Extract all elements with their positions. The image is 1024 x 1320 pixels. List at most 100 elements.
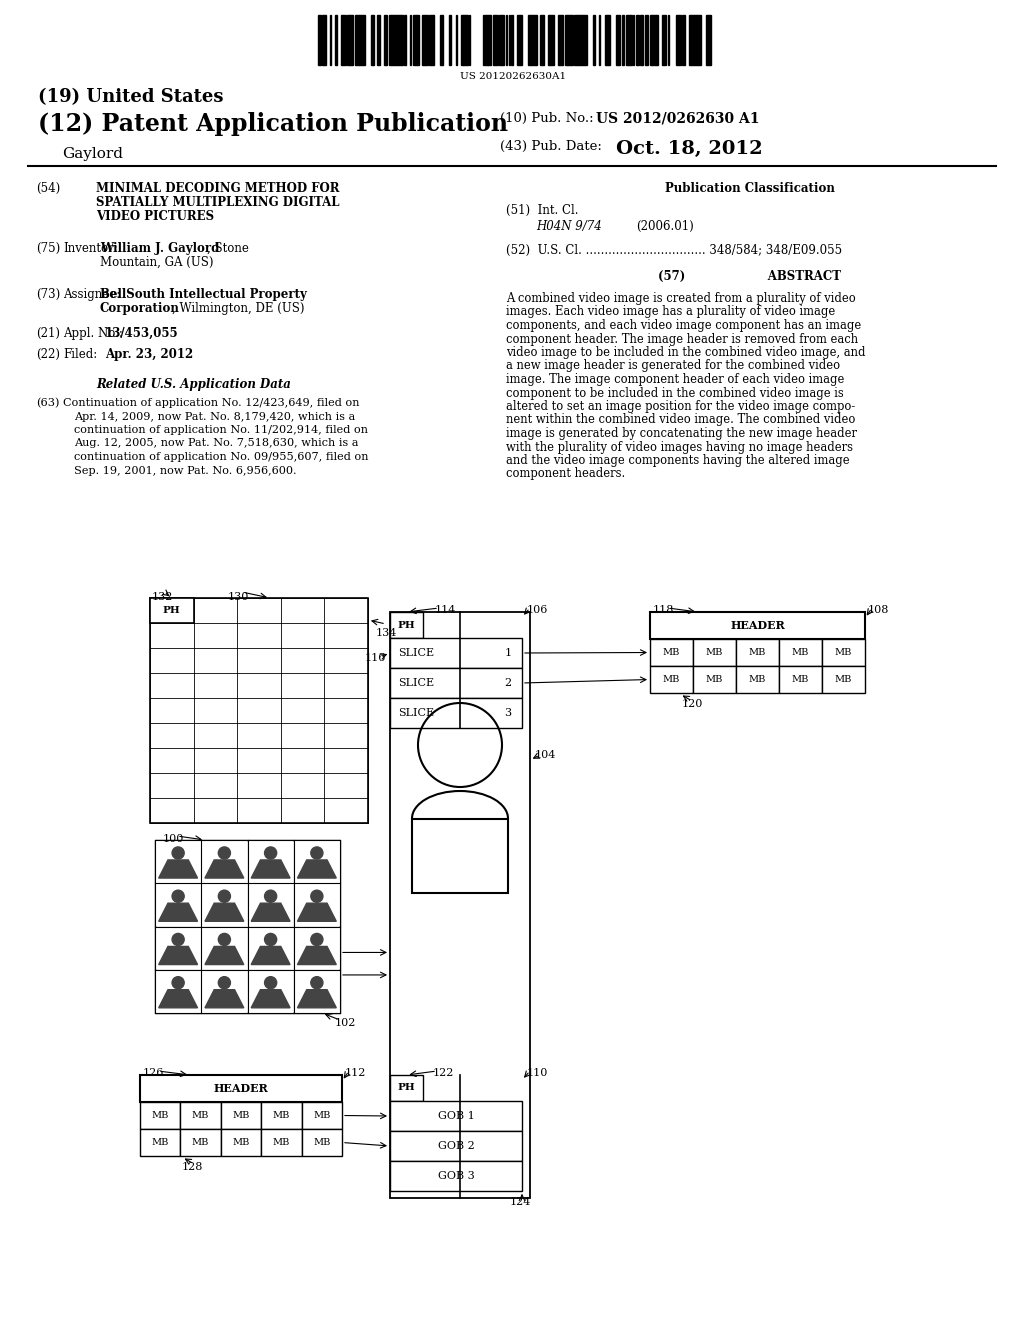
Bar (398, 15, 401, 65)
Bar (488, 15, 490, 65)
Text: Aug. 12, 2005, now Pat. No. 7,518,630, which is a: Aug. 12, 2005, now Pat. No. 7,518,630, w… (74, 438, 358, 449)
Circle shape (218, 890, 230, 903)
Bar (630, 15, 632, 65)
Text: MB: MB (232, 1111, 250, 1119)
Bar (483, 15, 487, 65)
Bar (677, 15, 679, 65)
Circle shape (311, 847, 323, 859)
Text: (52)  U.S. Cl. ................................ 348/584; 348/E09.055: (52) U.S. Cl. ..........................… (506, 244, 842, 257)
Text: BellSouth Intellectual Property: BellSouth Intellectual Property (100, 288, 307, 301)
Text: MB: MB (272, 1138, 290, 1147)
Polygon shape (205, 946, 244, 965)
Text: video image to be included in the combined video image, and: video image to be included in the combin… (506, 346, 865, 359)
Bar (520, 15, 522, 65)
Circle shape (172, 847, 184, 859)
Text: MB: MB (313, 1111, 331, 1119)
Bar (294, 927, 340, 969)
Polygon shape (159, 859, 198, 878)
Bar (679, 15, 681, 65)
Text: (2006.01): (2006.01) (636, 220, 693, 234)
Bar (180, 1102, 221, 1129)
Circle shape (218, 977, 230, 989)
Bar (582, 15, 585, 65)
Polygon shape (205, 859, 244, 878)
Circle shape (172, 890, 184, 903)
Bar (646, 15, 648, 65)
Text: component to be included in the combined video image is: component to be included in the combined… (506, 387, 844, 400)
Text: 122: 122 (433, 1068, 455, 1078)
Text: Related U.S. Application Data: Related U.S. Application Data (96, 378, 291, 391)
Text: (10) Pub. No.:: (10) Pub. No.: (500, 112, 594, 125)
Text: William J. Gaylord: William J. Gaylord (100, 242, 219, 255)
Text: (54): (54) (36, 182, 60, 195)
Bar (261, 1129, 302, 1156)
Circle shape (264, 847, 276, 859)
Text: MB: MB (191, 1138, 209, 1147)
Text: 134: 134 (376, 628, 397, 638)
Text: 1: 1 (505, 648, 512, 657)
Circle shape (172, 977, 184, 989)
Bar (156, 970, 201, 1012)
Bar (650, 667, 693, 693)
Text: (57)                    ABSTRACT: (57) ABSTRACT (658, 271, 842, 282)
Text: MB: MB (792, 675, 809, 684)
Bar (156, 884, 201, 927)
Text: 118: 118 (653, 605, 675, 615)
Text: (12) Patent Application Publication: (12) Patent Application Publication (38, 112, 508, 136)
Text: 132: 132 (152, 591, 173, 602)
Text: HEADER: HEADER (214, 1082, 268, 1094)
Bar (550, 15, 554, 65)
Bar (822, 639, 865, 667)
Text: 2: 2 (505, 678, 512, 688)
Bar (202, 884, 247, 927)
Bar (390, 638, 522, 668)
Text: MB: MB (835, 648, 852, 657)
Bar (622, 15, 624, 65)
Text: MB: MB (835, 675, 852, 684)
Bar (302, 1129, 342, 1156)
Text: image is generated by concatenating the new image header: image is generated by concatenating the … (506, 426, 857, 440)
Bar (422, 15, 425, 65)
Bar (390, 698, 522, 729)
Bar (585, 15, 587, 65)
Text: MB: MB (191, 1111, 209, 1119)
Text: 108: 108 (868, 605, 890, 615)
Text: altered to set an image position for the video image compo-: altered to set an image position for the… (506, 400, 855, 413)
Bar (359, 15, 362, 65)
Polygon shape (297, 946, 336, 965)
Bar (707, 15, 711, 65)
Polygon shape (205, 903, 244, 921)
Text: (43) Pub. Date:: (43) Pub. Date: (500, 140, 602, 153)
Text: 102: 102 (335, 1018, 356, 1028)
Bar (156, 927, 201, 969)
Polygon shape (297, 903, 336, 921)
Bar (362, 15, 365, 65)
Text: PH: PH (163, 606, 180, 615)
Text: MB: MB (706, 648, 723, 657)
Bar (342, 15, 346, 65)
Text: 130: 130 (228, 591, 250, 602)
Bar (531, 15, 534, 65)
Bar (155, 840, 340, 1012)
Bar (355, 15, 359, 65)
Text: GOB 1: GOB 1 (437, 1111, 474, 1121)
Bar (534, 15, 536, 65)
Text: MB: MB (663, 675, 680, 684)
Bar (528, 15, 531, 65)
Bar (384, 15, 387, 65)
Bar (617, 15, 620, 65)
Bar (449, 15, 451, 65)
Text: MB: MB (272, 1111, 290, 1119)
Bar (248, 841, 293, 883)
Bar (390, 612, 530, 1199)
Bar (511, 15, 513, 65)
Text: SLICE: SLICE (398, 678, 434, 688)
Bar (261, 1102, 302, 1129)
Text: MB: MB (706, 675, 723, 684)
Bar (822, 667, 865, 693)
Text: Apr. 14, 2009, now Pat. No. 8,179,420, which is a: Apr. 14, 2009, now Pat. No. 8,179,420, w… (74, 412, 355, 421)
Bar (577, 15, 580, 65)
Circle shape (264, 890, 276, 903)
Text: GOB 3: GOB 3 (437, 1171, 474, 1181)
Bar (180, 1129, 221, 1156)
